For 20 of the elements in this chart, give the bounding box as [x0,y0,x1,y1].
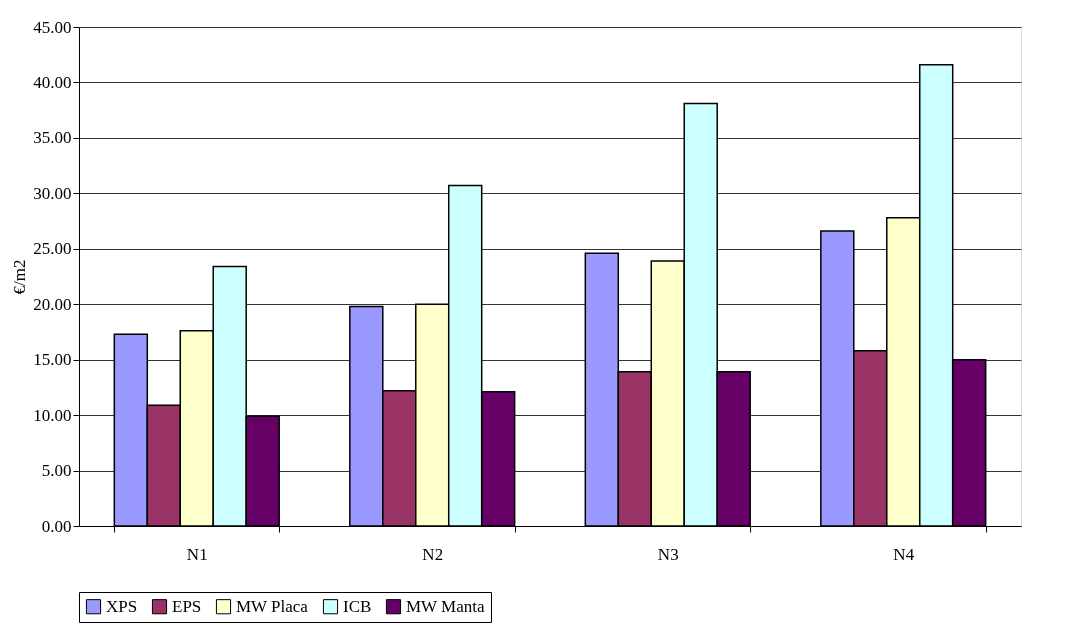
legend-label: EPS [172,596,202,616]
y-tick-label: 10.00 [33,405,72,425]
y-tick-label: 5.00 [41,461,72,481]
y-tick-label: 30.00 [33,183,72,203]
y-tick-label: 45.00 [33,17,72,37]
legend-label: ICB [343,596,372,616]
legend-label: XPS [106,596,138,616]
y-tick-label: 40.00 [33,72,72,92]
y-tick-label: 25.00 [33,239,72,259]
y-tick-label: 15.00 [33,350,72,370]
x-tick-label: N4 [893,544,915,564]
y-tick-label: 35.00 [33,128,72,148]
x-tick-label: N3 [657,544,679,564]
y-axis-title: €/m2 [10,259,30,295]
x-tick-label: N1 [186,544,208,564]
legend-label: MW Placa [236,596,309,616]
x-tick-label: N2 [422,544,444,564]
y-tick-label: 20.00 [33,294,72,314]
y-tick-label: 0.00 [41,516,72,536]
legend-label: MW Manta [406,596,485,616]
